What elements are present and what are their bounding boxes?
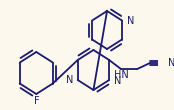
Text: F: F — [34, 96, 40, 106]
Text: HN: HN — [114, 70, 129, 80]
Text: N: N — [114, 76, 121, 86]
Text: N: N — [168, 58, 174, 68]
Text: N: N — [66, 75, 73, 85]
Text: N: N — [126, 16, 134, 26]
